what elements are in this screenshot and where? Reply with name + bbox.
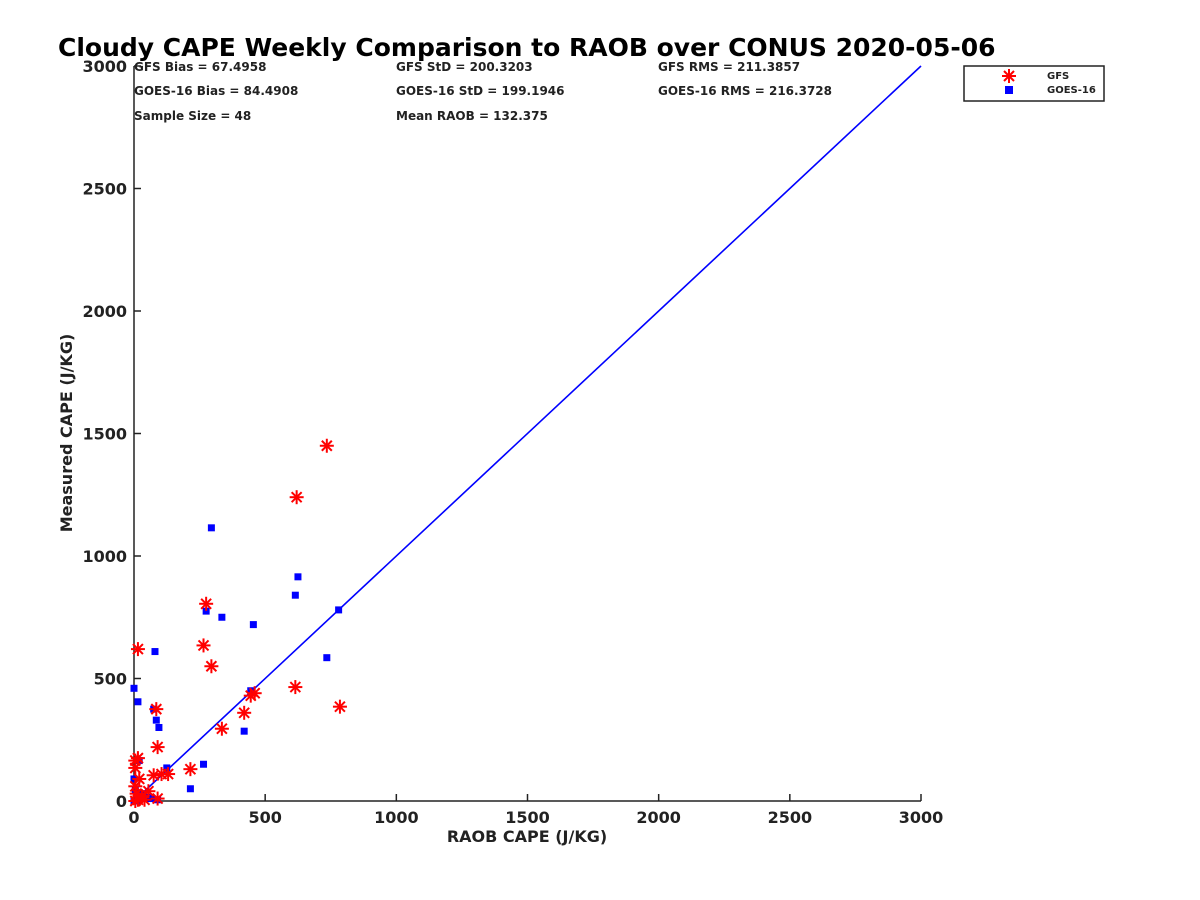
gfs-point: [199, 596, 214, 611]
stat-gfs-bias: GFS Bias = 67.4958: [134, 60, 266, 74]
goes16-point: [323, 654, 331, 662]
gfs-point: [150, 740, 165, 755]
stat-sample-size: Sample Size = 48: [134, 109, 251, 123]
stat-gfs-std: GFS StD = 200.3203: [396, 60, 533, 74]
goes16-point: [207, 524, 215, 532]
gfs-point: [137, 792, 152, 807]
x-tick-label: 1000: [374, 808, 419, 827]
goes16-point: [134, 698, 142, 706]
goes16-point: [152, 716, 160, 724]
gfs-point: [288, 680, 303, 695]
goes16-point: [249, 621, 257, 629]
x-tick-label: 2000: [636, 808, 681, 827]
y-tick-label: 1000: [82, 547, 127, 566]
y-tick-label: 500: [94, 670, 127, 689]
y-tick-label: 0: [116, 792, 127, 811]
x-axis-label: RAOB CAPE (J/KG): [447, 827, 607, 846]
gfs-point: [243, 688, 258, 703]
goes16-point: [163, 764, 171, 772]
stat-goes-rms: GOES-16 RMS = 216.3728: [658, 84, 832, 98]
one-to-one-line: [133, 65, 922, 802]
x-tick-label: 2500: [768, 808, 813, 827]
goes16-point: [240, 727, 248, 735]
gfs-point: [289, 490, 304, 505]
stats-block: GFS Bias = 67.4958 GFS StD = 200.3203 GF…: [134, 60, 832, 123]
gfs-point: [319, 438, 334, 453]
gfs-point: [204, 659, 219, 674]
gfs-point: [150, 791, 165, 806]
goes16-point: [130, 684, 138, 692]
goes16-point: [202, 607, 210, 615]
legend-goes-label: GOES-16: [1047, 85, 1096, 96]
y-tick-label: 2000: [82, 302, 127, 321]
gfs-point: [128, 760, 143, 775]
goes16-point: [294, 573, 302, 581]
gfs-point: [237, 705, 252, 720]
stat-gfs-rms: GFS RMS = 211.3857: [658, 60, 800, 74]
goes16-point: [151, 648, 159, 656]
gfs-point: [196, 638, 211, 653]
goes16-point: [218, 613, 226, 621]
goes16-point: [186, 785, 194, 793]
y-tick-label: 1500: [82, 425, 127, 444]
x-tick-label: 500: [248, 808, 281, 827]
legend-gfs-marker: [1002, 69, 1016, 83]
legend: GFS GOES-16: [963, 65, 1105, 102]
y-tick-label: 2500: [82, 180, 127, 199]
x-tick-label: 0: [128, 808, 139, 827]
goes16-point: [335, 606, 343, 614]
chart-title: Cloudy CAPE Weekly Comparison to RAOB ov…: [58, 33, 996, 62]
legend-goes-marker: [1005, 86, 1013, 94]
legend-box: [963, 65, 1105, 102]
y-tick-label: 3000: [82, 57, 127, 76]
plot-area: 00 500 500 1000 1000 1500 1500 2000 2000 2500 2500…: [82, 57, 943, 827]
x-tick-label: 3000: [899, 808, 944, 827]
stat-goes-std: GOES-16 StD = 199.1946: [396, 84, 565, 98]
gfs-point: [183, 762, 198, 777]
goes16-point: [200, 760, 208, 768]
legend-gfs-label: GFS: [1047, 71, 1069, 82]
gfs-point: [149, 702, 164, 717]
y-axis-label: Measured CAPE (J/KG): [57, 334, 76, 533]
stat-goes-bias: GOES-16 Bias = 84.4908: [134, 84, 298, 98]
gfs-point: [154, 767, 169, 782]
gfs-point: [214, 721, 229, 736]
gfs-point: [130, 642, 145, 657]
goes16-point: [291, 591, 299, 599]
goes16-point: [155, 724, 163, 731]
gfs-point: [332, 699, 347, 714]
stat-mean-raob: Mean RAOB = 132.375: [396, 109, 548, 123]
x-tick-label: 1500: [505, 808, 550, 827]
